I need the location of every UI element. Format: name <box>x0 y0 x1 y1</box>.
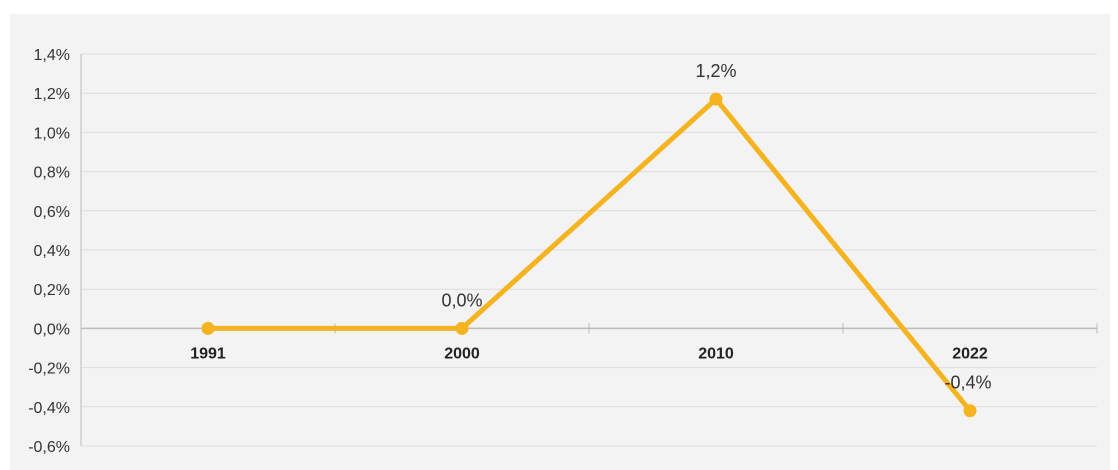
x-category-label: 1991 <box>190 345 226 362</box>
y-axis-ticks: 1,4% 1,2% 1,0% 0,8% 0,6% 0,4% 0,2% 0,0% -0,2% -0,… <box>28 47 70 456</box>
y-tick-label: -0,2% <box>28 361 70 378</box>
x-category-label: 2010 <box>698 345 734 362</box>
y-tick-label: -0,6% <box>28 439 70 456</box>
y-tick-label: 0,8% <box>34 165 70 182</box>
series-polyline <box>205 96 973 414</box>
data-point <box>963 404 977 418</box>
x-category-label: 2022 <box>952 345 988 362</box>
x-category-label: 2000 <box>444 345 480 362</box>
data-label: 1,2% <box>695 61 736 81</box>
data-label: 0,0% <box>441 290 482 310</box>
y-tick-label: 0,2% <box>34 282 70 299</box>
y-tick-label: 0,0% <box>34 321 70 338</box>
y-tick-label: 1,0% <box>34 125 70 142</box>
data-point <box>709 92 723 106</box>
y-tick-label: -0,4% <box>28 400 70 417</box>
data-label: -0,4% <box>944 373 991 393</box>
series-line <box>201 92 977 418</box>
data-labels: 0,0% 1,2% -0,4% <box>441 61 991 393</box>
data-point <box>201 321 215 335</box>
y-tick-label: 0,4% <box>34 243 70 260</box>
y-tick-label: 1,4% <box>34 47 70 64</box>
y-tick-label: 1,2% <box>34 86 70 103</box>
y-tick-label: 0,6% <box>34 204 70 221</box>
data-point <box>455 321 469 335</box>
x-axis: 1991 2000 2010 2022 <box>80 323 1098 362</box>
